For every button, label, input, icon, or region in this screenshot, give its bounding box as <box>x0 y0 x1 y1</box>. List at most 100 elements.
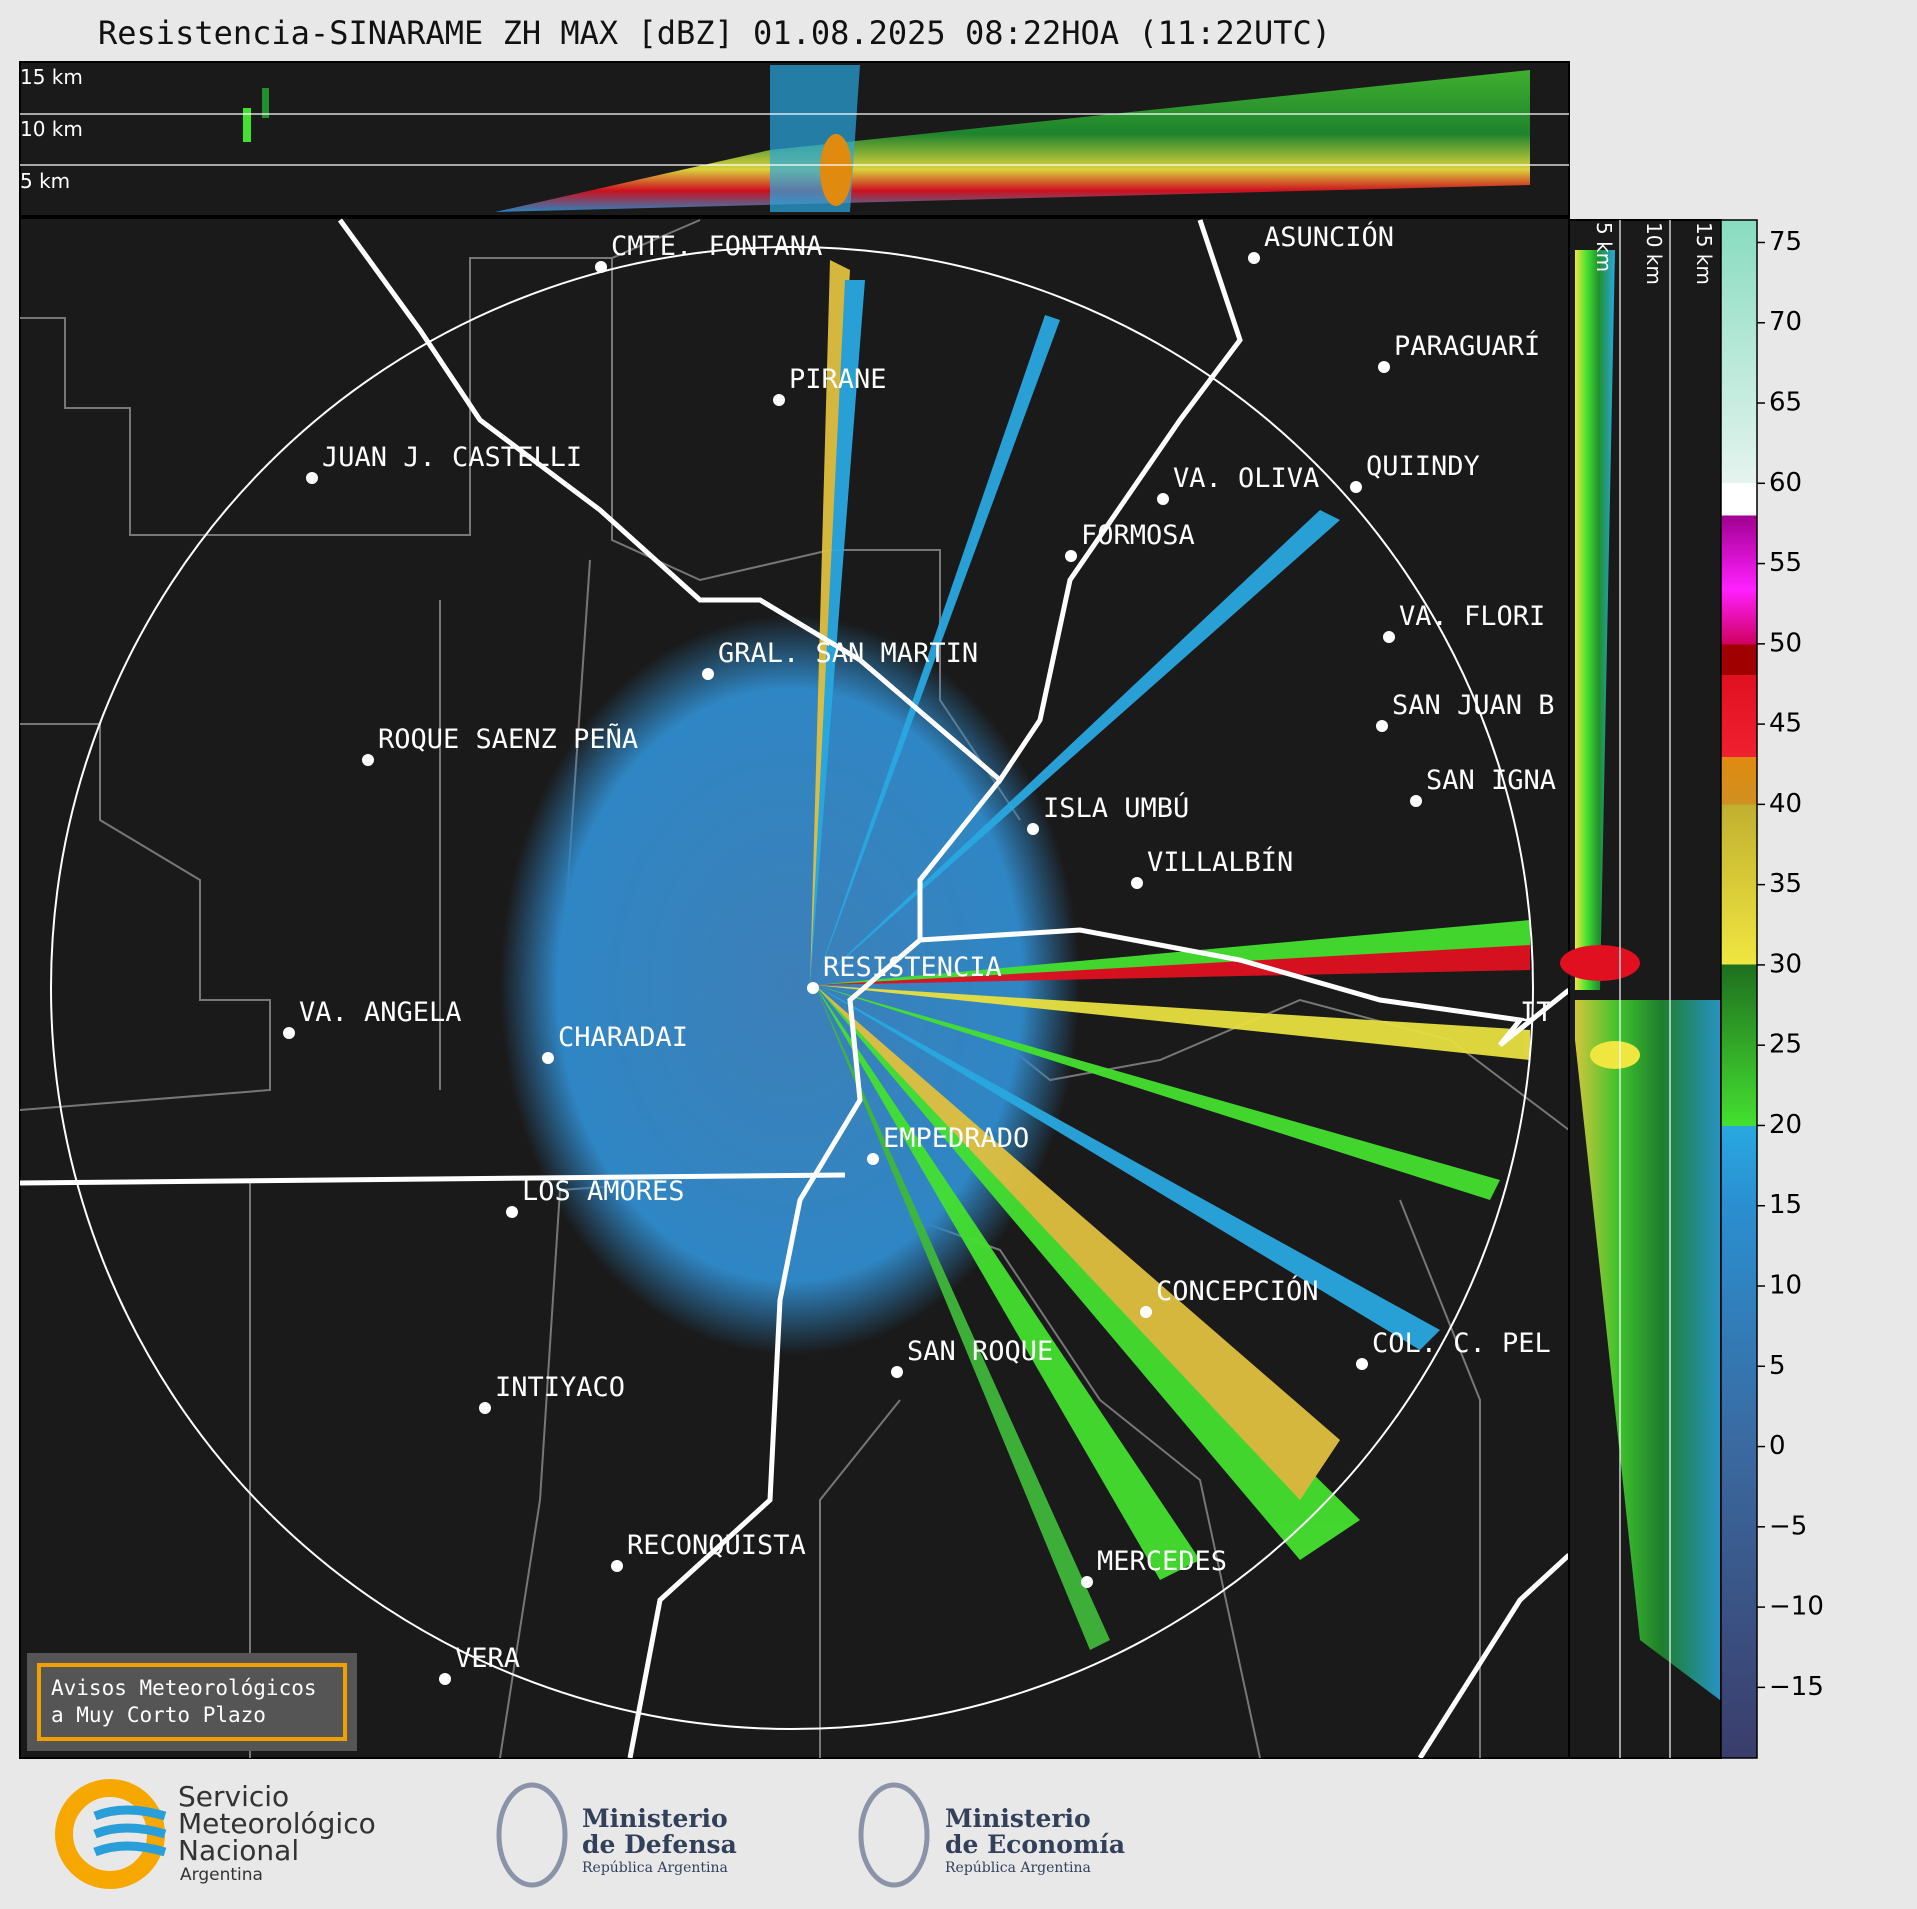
place-dot <box>479 1402 491 1414</box>
logo-text: Meteorológico <box>178 1807 376 1840</box>
place-label: CMTE. FONTANA <box>611 231 822 262</box>
echo-rays <box>810 260 1530 1650</box>
warning-text: a Muy Corto Plazo <box>51 1703 266 1727</box>
place-dot <box>1383 631 1395 643</box>
place-label: SAN JUAN B <box>1392 690 1555 721</box>
top-echo <box>495 70 1530 212</box>
colorbar-tick-label: −5 <box>1769 1511 1807 1541</box>
place-dot <box>306 472 318 484</box>
place-label: CHARADAI <box>558 1022 688 1053</box>
side-echo <box>1590 1041 1640 1069</box>
logo-text: Servicio <box>178 1780 289 1813</box>
logo-text: Ministerio <box>945 1804 1091 1833</box>
place-dot <box>1356 1358 1368 1370</box>
place-label: JUAN J. CASTELLI <box>322 442 582 473</box>
place-dot <box>1131 877 1143 889</box>
place-dot <box>506 1206 518 1218</box>
side-echo <box>1575 250 1615 990</box>
place-label: LOS AMORES <box>522 1176 685 1207</box>
place-label: ROQUE SAENZ PEÑA <box>378 723 638 755</box>
logo-text: República Argentina <box>945 1860 1091 1876</box>
place-label: EMPEDRADO <box>883 1123 1029 1154</box>
place-label: COL. C. PEL <box>1372 1328 1551 1359</box>
place-dot <box>542 1052 554 1064</box>
place-label: VILLALBÍN <box>1147 846 1293 878</box>
range-ring <box>50 246 1534 1730</box>
place-dot <box>1350 481 1362 493</box>
warning-frame <box>37 1663 347 1741</box>
place-dot <box>867 1153 879 1165</box>
height-label: 10 km <box>20 117 83 141</box>
place-label: MERCEDES <box>1097 1546 1227 1577</box>
colorbar-tick-label: −10 <box>1769 1592 1824 1622</box>
place-label: INTIYACO <box>495 1372 625 1403</box>
logo-text: de Economía <box>945 1830 1125 1859</box>
colorbar-tick-label: 5 <box>1769 1351 1786 1381</box>
place-label: RESISTENCIA <box>823 952 1002 983</box>
title: Resistencia-SINARAME ZH MAX [dBZ] 01.08.… <box>98 14 1331 52</box>
side-echo <box>1560 945 1640 981</box>
colorbar-tick-label: 40 <box>1769 789 1802 819</box>
place-dot <box>1157 493 1169 505</box>
side-echo <box>1575 1000 1720 1700</box>
footer: Servicio Meteorológico Nacional Argentin… <box>55 1779 1125 1889</box>
colorbar-tick-label: 55 <box>1769 548 1802 578</box>
place-dot <box>1027 823 1039 835</box>
place-dot <box>1065 550 1077 562</box>
colorbar-tick-label: 50 <box>1769 628 1802 658</box>
colorbar-tick-label: 15 <box>1769 1190 1802 1220</box>
place-label: FORMOSA <box>1081 520 1195 551</box>
place-dot <box>1410 795 1422 807</box>
height-label: 15 km <box>1692 222 1716 285</box>
height-label: 10 km <box>1642 222 1666 285</box>
height-label: 5 km <box>1592 222 1616 272</box>
place-dot <box>362 754 374 766</box>
top-echo <box>243 108 251 142</box>
logo-text: Nacional <box>178 1834 299 1867</box>
places: CMTE. FONTANA PIRANE JUAN J. CASTELLI VA. O… <box>283 221 1556 1685</box>
place-label: VA. FLORI <box>1399 601 1545 632</box>
place-label: VA. OLIVA <box>1173 463 1319 494</box>
logo-text: Ministerio <box>582 1804 728 1833</box>
place-dot <box>1378 361 1390 373</box>
top-echo <box>262 88 269 118</box>
colorbar-tick-label: 45 <box>1769 709 1802 739</box>
colorbar-tick-label: 65 <box>1769 388 1802 418</box>
colorbar-tick-label: 35 <box>1769 869 1802 899</box>
place-dot <box>891 1366 903 1378</box>
warning-box[interactable] <box>27 1653 357 1751</box>
colorbar-tick-label: 25 <box>1769 1030 1802 1060</box>
place-dot <box>1140 1306 1152 1318</box>
colorbar-tick-label: −15 <box>1769 1672 1824 1702</box>
colorbar-tick-label: 0 <box>1769 1431 1786 1461</box>
place-label: CONCEPCIÓN <box>1156 1275 1319 1307</box>
map-layers: CMTE. FONTANA PIRANE JUAN J. CASTELLI VA. O… <box>20 218 1569 1758</box>
place-label: RECONQUISTA <box>627 1530 806 1561</box>
logo-text: Argentina <box>180 1865 263 1885</box>
top-echo <box>820 134 852 206</box>
colorbar-ticks: −15 −10 −5 0 5 10 15 20 25 30 35 40 45 50 55 60 65 70 75 <box>1757 227 1824 1702</box>
logo-text: de Defensa <box>582 1830 737 1859</box>
logo-text: República Argentina <box>582 1860 728 1876</box>
place-label: PIRANE <box>789 364 887 395</box>
place-label: IT <box>1520 997 1553 1028</box>
place-dot <box>595 261 607 273</box>
place-label: ISLA UMBÚ <box>1043 792 1189 824</box>
colorbar-tick-label: 75 <box>1769 227 1802 257</box>
place-dot <box>807 982 819 994</box>
place-label: VA. ANGELA <box>299 997 462 1028</box>
warning-text: Avisos Meteorológicos <box>51 1676 317 1700</box>
place-dot <box>702 668 714 680</box>
place-label: ASUNCIÓN <box>1264 221 1394 253</box>
colorbar-tick-label: 30 <box>1769 949 1802 979</box>
colorbar <box>1720 219 1758 1759</box>
place-label: GRAL. SAN MARTIN <box>718 638 978 669</box>
place-label: SAN IGNA <box>1426 765 1556 796</box>
place-dot <box>1081 1576 1093 1588</box>
smn-logo-waves <box>93 1805 167 1857</box>
colorbar-tick-label: 70 <box>1769 307 1802 337</box>
coat-of-arms <box>496 1782 568 1888</box>
